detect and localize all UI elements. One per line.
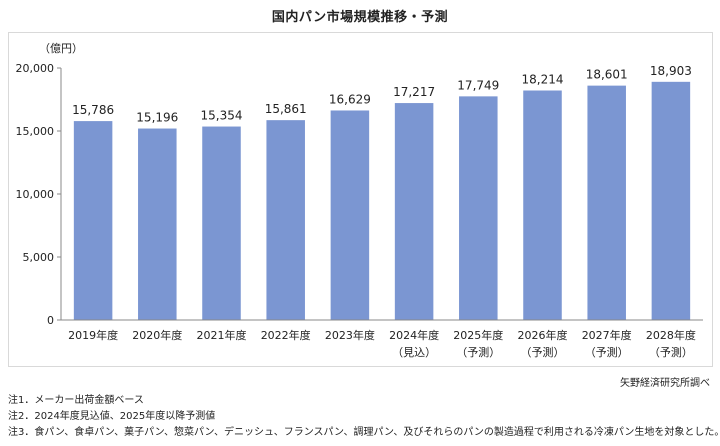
bar-value-label: 17,217 bbox=[393, 85, 435, 99]
bar bbox=[138, 128, 177, 320]
footnote-2: 注2．2024年度見込値、2025年度以降予測値 bbox=[8, 411, 216, 422]
x-tick-sublabel: （予測） bbox=[649, 345, 693, 359]
chart-frame: （億円） 0 5,000 10,000 15,000 20,000 15,786 15,1… bbox=[8, 32, 713, 367]
y-tick-label: 5,000 bbox=[23, 251, 55, 264]
bar bbox=[266, 120, 305, 320]
x-tick-label: 2022年度 bbox=[261, 328, 311, 342]
source-credit: 矢野経済研究所調べ bbox=[620, 378, 710, 389]
x-tick-label: 2019年度 bbox=[68, 328, 118, 342]
bar bbox=[330, 110, 370, 320]
y-axis-label: （億円） bbox=[39, 42, 83, 55]
bar bbox=[73, 121, 113, 320]
bar-value-label: 15,861 bbox=[265, 102, 307, 116]
bar-value-label: 18,903 bbox=[650, 64, 692, 78]
x-tick-label: 2027年度 bbox=[582, 328, 632, 342]
bar-value-label: 18,601 bbox=[586, 68, 628, 82]
footnote-3: 注3．食パン、食卓パン、菓子パン、惣菜パン、デニッシュ、フランスパン、調理パン、… bbox=[8, 427, 720, 438]
bar-value-label: 16,629 bbox=[329, 92, 371, 106]
bar bbox=[587, 85, 626, 320]
bar bbox=[523, 90, 562, 320]
x-tick-label: 2021年度 bbox=[197, 328, 247, 342]
bar-value-label: 15,354 bbox=[201, 109, 243, 123]
x-tick-label: 2028年度 bbox=[646, 328, 696, 342]
y-tick-label: 0 bbox=[47, 314, 54, 327]
x-tick-sublabel: （予測） bbox=[521, 345, 565, 359]
x-tick-label: 2025年度 bbox=[453, 328, 503, 342]
y-tick-label: 15,000 bbox=[16, 125, 55, 138]
bar bbox=[651, 81, 691, 320]
y-tick-label: 20,000 bbox=[16, 62, 55, 75]
y-tick-label: 10,000 bbox=[16, 188, 55, 201]
x-tick-sublabel: （見込） bbox=[392, 346, 436, 359]
bar-value-label: 15,196 bbox=[136, 111, 178, 125]
x-tick-sublabel: （予測） bbox=[585, 345, 629, 359]
bar bbox=[202, 126, 241, 320]
bar-value-label: 17,749 bbox=[457, 78, 499, 92]
x-tick-label: 2026年度 bbox=[518, 328, 568, 342]
x-tick-label: 2024年度 bbox=[389, 328, 439, 342]
bar bbox=[394, 103, 434, 321]
x-tick-label: 2020年度 bbox=[132, 328, 182, 342]
bar-value-label: 18,214 bbox=[522, 73, 564, 87]
x-tick-label: 2023年度 bbox=[325, 328, 375, 342]
footnote-1: 注1．メーカー出荷金額ベース bbox=[8, 395, 144, 406]
bar bbox=[459, 96, 498, 320]
bar-value-label: 15,786 bbox=[72, 103, 114, 117]
x-tick-sublabel: （予測） bbox=[456, 345, 500, 359]
bar-chart: （億円） 0 5,000 10,000 15,000 20,000 15,786 15,1… bbox=[16, 42, 703, 359]
chart-title: 国内パン市場規模推移・予測 bbox=[271, 10, 449, 25]
